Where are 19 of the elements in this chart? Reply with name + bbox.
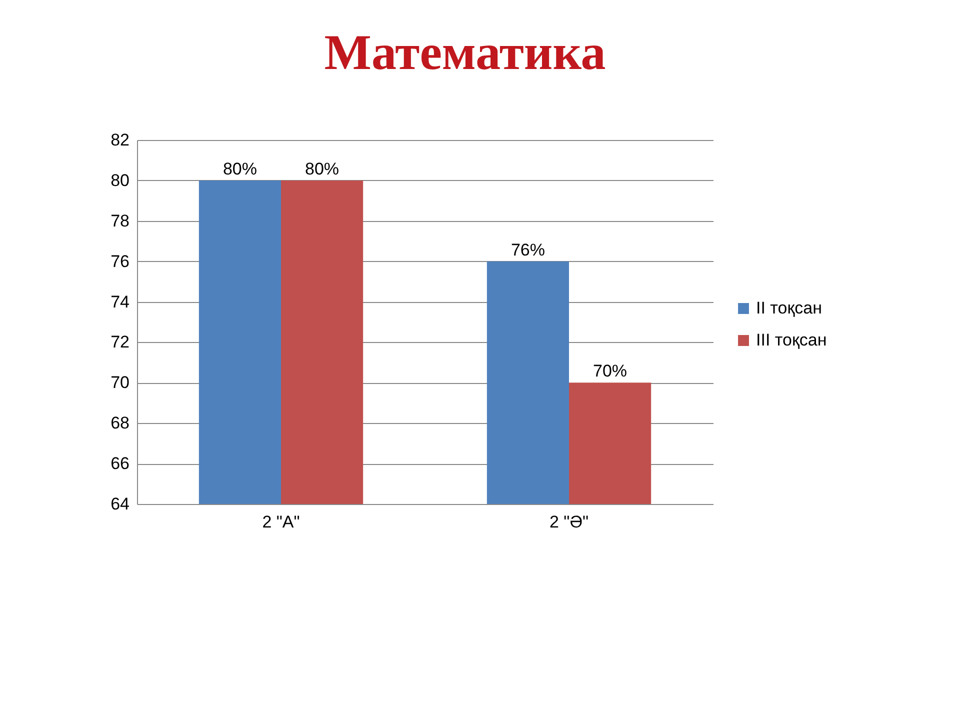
y-tick-label: 68 — [110, 414, 130, 433]
legend-label: II тоқсан — [756, 298, 822, 318]
y-tick-label: 74 — [110, 292, 130, 312]
data-label: 80% — [305, 159, 340, 178]
data-label: 80% — [222, 159, 257, 178]
chart-title: Математика — [324, 24, 606, 80]
y-tick-label: 82 — [110, 130, 130, 150]
x-tick-label: 2 "Ә" — [549, 512, 589, 532]
y-tick-label: 76 — [110, 252, 130, 271]
x-tick-label: 2 "А" — [262, 512, 300, 532]
data-label: 76% — [510, 240, 545, 260]
y-tick-label: 78 — [110, 211, 130, 230]
data-label: 70% — [593, 362, 628, 381]
legend-label: III тоқсан — [756, 330, 827, 350]
y-tick-label: 66 — [110, 454, 130, 474]
y-tick-label: 64 — [110, 494, 130, 514]
y-tick-label: 72 — [110, 332, 130, 352]
y-tick-label: 70 — [110, 373, 130, 392]
y-tick-label: 80 — [110, 170, 130, 190]
